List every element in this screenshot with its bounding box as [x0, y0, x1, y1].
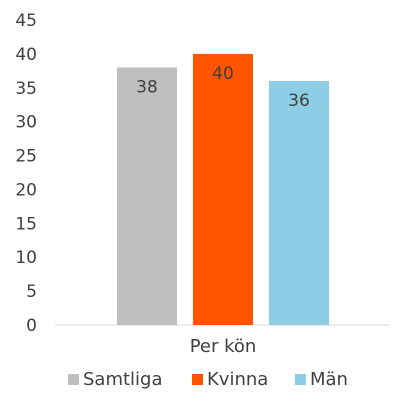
y-tick-label: 40 [15, 45, 37, 65]
legend-swatch-kvinna [192, 374, 203, 385]
data-label: 40 [212, 64, 234, 84]
legend-label: Män [310, 369, 348, 390]
y-tick-label: 15 [15, 214, 37, 234]
data-label: 38 [136, 77, 158, 97]
y-tick-label: 10 [15, 248, 37, 268]
y-tick-label: 5 [26, 282, 37, 302]
y-tick-label: 45 [15, 11, 37, 31]
category-label: Per kön [190, 336, 257, 357]
y-tick-label: 35 [15, 79, 37, 99]
bars: 38 40 36 [117, 53, 329, 326]
legend: Samtliga Kvinna Män [68, 369, 348, 390]
legend-label: Kvinna [207, 369, 268, 390]
data-label: 36 [288, 91, 310, 111]
bar-kvinna [193, 53, 253, 326]
y-tick-label: 25 [15, 147, 37, 167]
legend-swatch-män [295, 374, 306, 385]
legend-label: Samtliga [83, 369, 163, 390]
y-tick-label: 30 [15, 113, 37, 133]
bar-män [269, 81, 329, 325]
bar-samtliga [117, 67, 177, 325]
y-tick-label: 20 [15, 180, 37, 200]
legend-swatch-samtliga [68, 374, 79, 385]
y-axis-ticks: 0 5 10 15 20 25 30 35 40 45 [15, 11, 37, 336]
y-tick-label: 0 [26, 316, 37, 336]
